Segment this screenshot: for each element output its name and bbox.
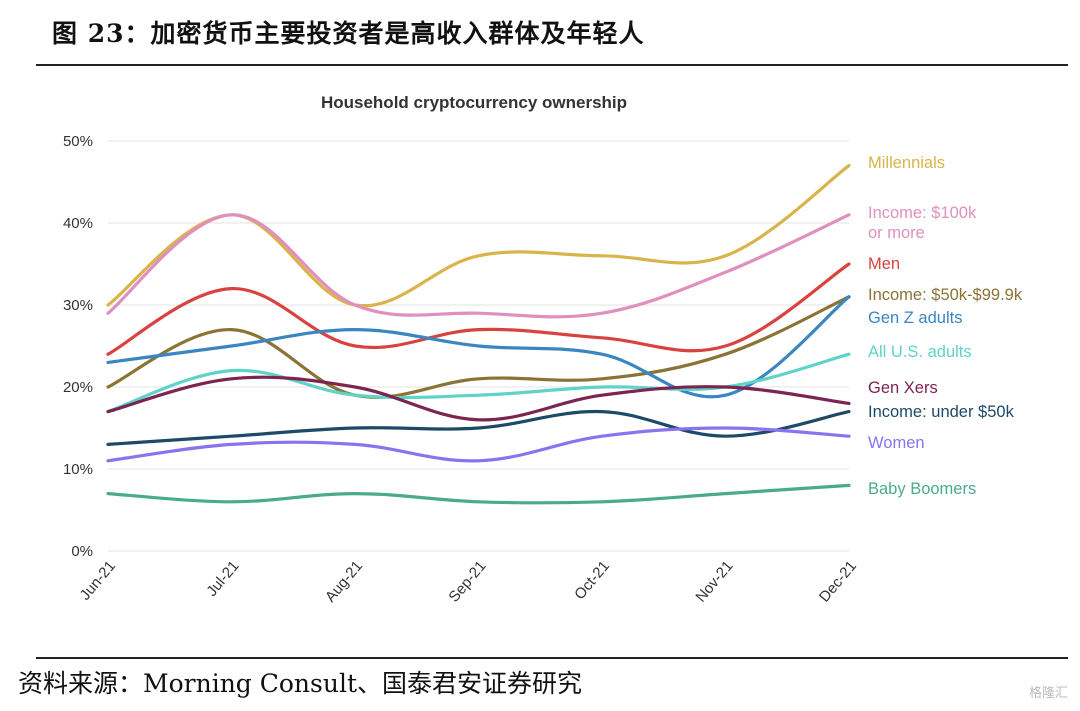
x-tick-label: Aug-21 — [322, 558, 366, 606]
series-label-millennials: Millennials — [868, 154, 945, 172]
series-label-women: Women — [868, 434, 925, 452]
x-tick-label: Jul-21 — [203, 558, 242, 600]
series-line-baby-boomers — [106, 483, 851, 505]
y-tick-label: 0% — [71, 543, 93, 560]
x-tick-label: Dec-21 — [816, 558, 860, 606]
y-tick-label: 40% — [63, 215, 93, 232]
series-label-gen-xers: Gen Xers — [868, 379, 938, 397]
series-line-income-100k-or-more — [106, 213, 851, 319]
series-label-gen-z-adults: Gen Z adults — [868, 309, 962, 327]
x-tick-label: Nov-21 — [692, 558, 736, 606]
x-tick-label: Sep-21 — [445, 558, 489, 606]
series-line-men — [106, 262, 851, 356]
series-line-gen-xers — [106, 375, 851, 422]
series-line-income-under-50k — [106, 409, 851, 446]
series-labels: Millennials Income: $100k or more Men Income… — [868, 154, 1023, 498]
x-axis-ticks: Jun-21 Jul-21 Aug-21 Sep-21 Oct-21 Nov-21 Dec-… — [77, 558, 861, 606]
series-label-all-u-s-adults: All U.S. adults — [868, 343, 972, 361]
series-line-income-50k-99-9k — [106, 295, 851, 399]
series-label-income-100k-or-more: Income: $100k or more — [868, 204, 977, 242]
y-tick-label: 10% — [63, 461, 93, 478]
x-tick-label: Oct-21 — [571, 558, 613, 603]
bottom-rule — [36, 657, 1068, 659]
series-line-millennials — [106, 164, 851, 308]
series-label-income-under-50k: Income: under $50k — [868, 403, 1015, 421]
y-tick-label: 50% — [63, 133, 93, 150]
series-lines — [106, 164, 851, 505]
series-label-baby-boomers: Baby Boomers — [868, 480, 976, 498]
x-tick-label: Jun-21 — [77, 558, 120, 604]
source-note: 资料来源：Morning Consult、国泰君安证券研究 — [18, 669, 583, 698]
y-tick-label: 20% — [63, 379, 93, 396]
watermark-logo: 格隆汇 — [1028, 686, 1068, 701]
series-line-women — [106, 426, 851, 463]
top-rule — [36, 64, 1068, 66]
chart-title: Household cryptocurrency ownership — [321, 93, 627, 112]
series-label-income-50k-99-9k: Income: $50k-$99.9k — [868, 286, 1023, 304]
series-label-men: Men — [868, 255, 900, 273]
figure-title: 图 23：加密货币主要投资者是高收入群体及年轻人 — [52, 19, 645, 48]
y-axis-ticks: 0% 10% 20% 30% 40% 50% — [63, 133, 93, 560]
series-line-gen-z-adults — [106, 295, 851, 399]
y-tick-label: 30% — [63, 297, 93, 314]
series-line-all-u-s-adults — [106, 352, 851, 414]
